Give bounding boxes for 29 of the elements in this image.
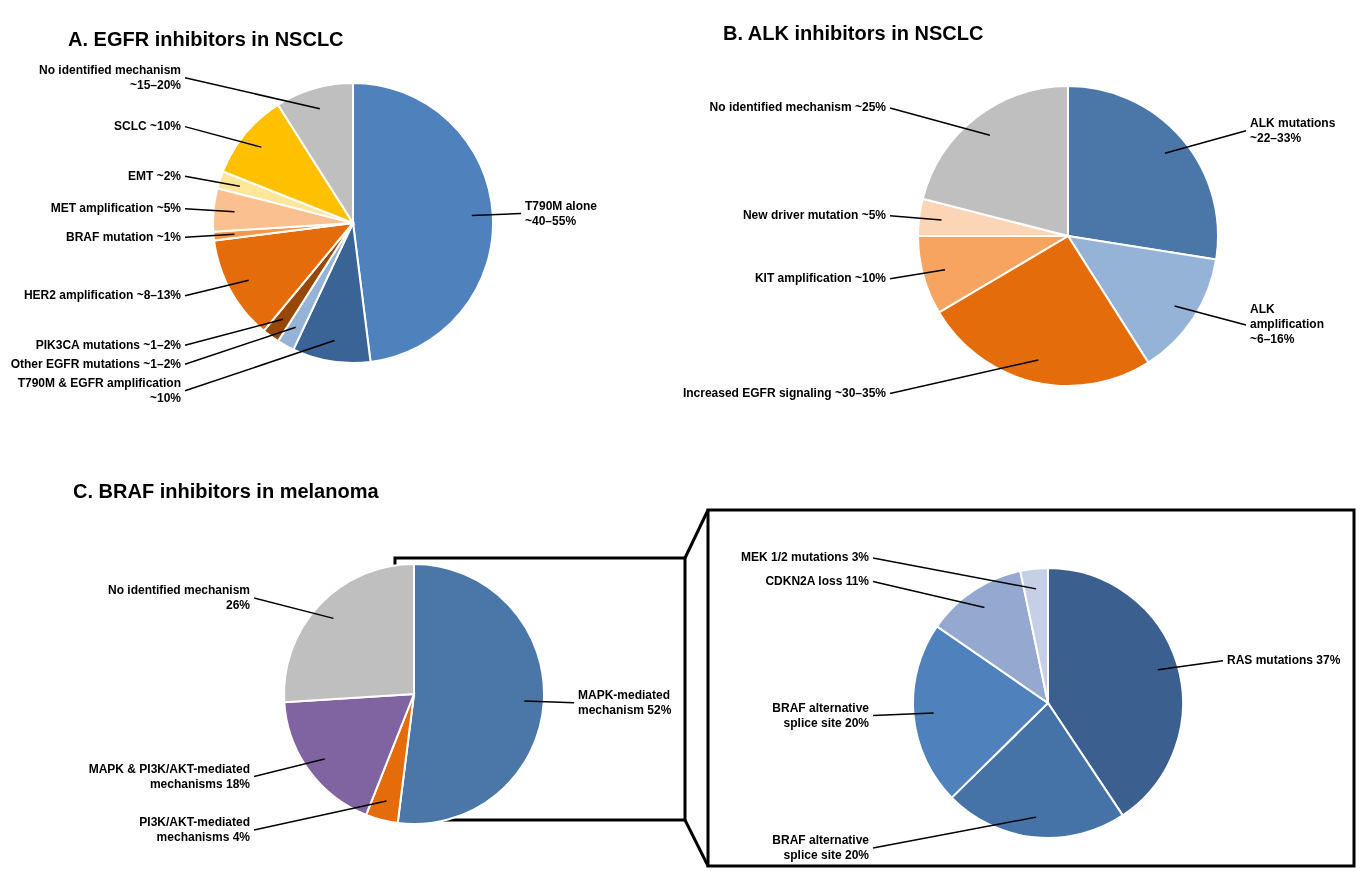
slice-label: ALK mutations ~22–33% (1250, 115, 1336, 145)
slice-label: MET amplification ~5% (50, 201, 182, 216)
slice-label: Other EGFR mutations ~1–2% (10, 356, 182, 371)
slice-label: PI3K/AKT-mediated mechanisms 4% (139, 814, 251, 844)
slice-label: HER2 amplification ~8–13% (23, 288, 182, 303)
slice-label: MEK 1/2 mutations 3% (740, 550, 870, 565)
slice-label: CDKN2A loss 11% (765, 574, 870, 589)
slice-label: ALK amplification ~6–16% (1250, 302, 1325, 347)
slice-label: MAPK-mediated mechanism 52% (578, 687, 672, 717)
slice-label: BRAF alternative splice site 20% (772, 700, 870, 730)
slice-label: KIT amplification ~10% (754, 271, 887, 286)
chart-title: A. EGFR inhibitors in NSCLC (68, 28, 344, 50)
slice-label: EMT ~2% (127, 168, 182, 183)
slice-label: T790M alone ~40–55% (525, 198, 598, 228)
slice-label: BRAF mutation ~1% (65, 229, 182, 244)
chart-title: B. ALK inhibitors in NSCLC (723, 22, 984, 44)
slice-label: SCLC ~10% (113, 119, 182, 134)
slice-label: No identified mechanism (107, 582, 250, 597)
slice-label: No identified mechanism ~15–20% (38, 62, 182, 92)
slice-label: New driver mutation ~5% (742, 208, 887, 223)
slice-label: MAPK & PI3K/AKT-mediated mechanisms 18% (88, 761, 251, 791)
data-label: 26% (225, 597, 251, 612)
chart-title: C. BRAF inhibitors in melanoma (73, 480, 380, 502)
slice-label: T790M & EGFR amplification ~10% (17, 375, 182, 405)
slice-label: Increased EGFR signaling ~30–35% (682, 386, 887, 401)
slice-label: BRAF alternative splice site 20% (772, 833, 870, 863)
slice-label: RAS mutations 37% (1227, 653, 1341, 668)
slice-label: No identified mechanism ~25% (709, 100, 887, 115)
slice-label: PIK3CA mutations ~1–2% (35, 337, 182, 352)
